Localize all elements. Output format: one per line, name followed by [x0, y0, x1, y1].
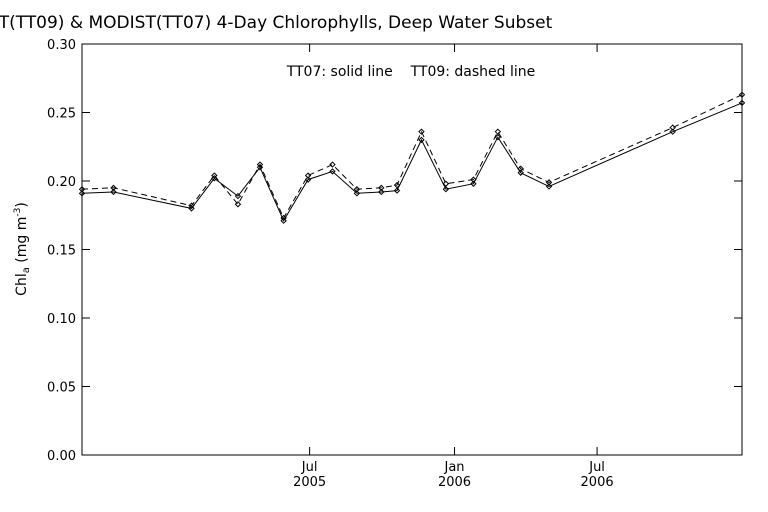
data-point-tt09-15 — [494, 128, 502, 135]
data-point-tt09-2 — [188, 202, 195, 209]
y-tick-label-5: 0.25 — [47, 107, 76, 122]
data-point-tt07-14 — [470, 180, 477, 187]
legend-annotation: TT07: solid line TT09: dashed line — [286, 64, 536, 80]
data-point-tt07-12 — [418, 136, 425, 144]
y-axis-label-prefix: Chl — [14, 273, 30, 296]
series-line-tt07 — [81, 102, 743, 222]
x-tick-label-1: Jan — [444, 460, 465, 475]
y-axis-label-subscript: a — [21, 267, 32, 273]
data-point-tt07-17 — [545, 183, 553, 190]
chart-title: MODIST(TT09) & MODIST(TT07) 4-Day Chloro… — [0, 13, 553, 33]
data-point-tt07-2 — [188, 205, 195, 212]
data-point-tt09-17 — [545, 179, 553, 186]
data-point-tt09-9 — [353, 186, 361, 193]
y-axis-label: Chla (mg m-3) — [13, 202, 32, 296]
data-point-tt07-4 — [234, 192, 242, 200]
data-point-tt09-1 — [110, 184, 117, 192]
data-point-tt09-16 — [517, 165, 524, 172]
x-tick-label-2: Jul — [588, 460, 605, 475]
y-axis-label-units-close: ) — [14, 202, 30, 207]
data-point-tt07-11 — [393, 187, 401, 194]
data-point-tt07-19 — [738, 99, 746, 107]
y-axis-label-superscript: -3 — [13, 208, 23, 217]
data-point-tt09-13 — [442, 180, 450, 187]
y-axis-ticks: 0.00 0.05 0.10 0.15 0.20 0.25 0.30 — [47, 38, 742, 464]
data-point-tt07-1 — [110, 188, 117, 196]
y-tick-label-3: 0.15 — [47, 244, 76, 259]
data-point-tt07-13 — [442, 186, 450, 193]
data-point-tt07-18 — [669, 128, 676, 135]
data-point-tt09-18 — [669, 124, 676, 131]
data-point-tt07-0 — [78, 190, 86, 197]
plot-frame — [81, 43, 743, 456]
data-point-tt09-0 — [78, 186, 86, 193]
y-tick-label-0: 0.00 — [47, 449, 76, 464]
data-point-tt09-4 — [234, 201, 242, 208]
data-point-tt07-10 — [378, 188, 385, 196]
series-layer — [78, 91, 746, 224]
data-point-tt09-12 — [418, 128, 425, 135]
data-point-tt07-6 — [280, 217, 287, 224]
data-point-tt09-19 — [738, 91, 746, 98]
data-point-tt09-14 — [470, 176, 477, 183]
y-axis-label-units-open: (mg m — [14, 217, 30, 268]
y-tick-label-6: 0.30 — [47, 38, 76, 53]
x-tick-sublabel-2: 2006 — [581, 475, 614, 490]
data-point-tt07-8 — [329, 168, 336, 175]
data-point-tt09-8 — [329, 161, 336, 168]
data-point-tt07-5 — [256, 164, 264, 171]
data-point-tt09-11 — [393, 181, 401, 189]
data-point-tt09-6 — [280, 214, 287, 222]
x-tick-sublabel-1: 2006 — [438, 475, 471, 490]
data-point-tt09-10 — [378, 184, 385, 192]
y-tick-label-2: 0.10 — [47, 312, 76, 327]
x-tick-sublabel-0: 2005 — [293, 475, 326, 490]
data-point-tt09-5 — [256, 161, 264, 168]
data-point-tt09-3 — [211, 172, 218, 179]
data-point-tt07-9 — [353, 190, 361, 197]
x-tick-label-0: Jul — [301, 460, 318, 475]
data-point-tt07-15 — [494, 133, 502, 141]
data-point-tt07-16 — [517, 169, 524, 176]
series-line-tt09 — [81, 94, 743, 220]
y-tick-label-1: 0.05 — [47, 381, 76, 396]
data-point-tt09-7 — [304, 172, 312, 179]
y-tick-label-4: 0.20 — [47, 175, 76, 190]
